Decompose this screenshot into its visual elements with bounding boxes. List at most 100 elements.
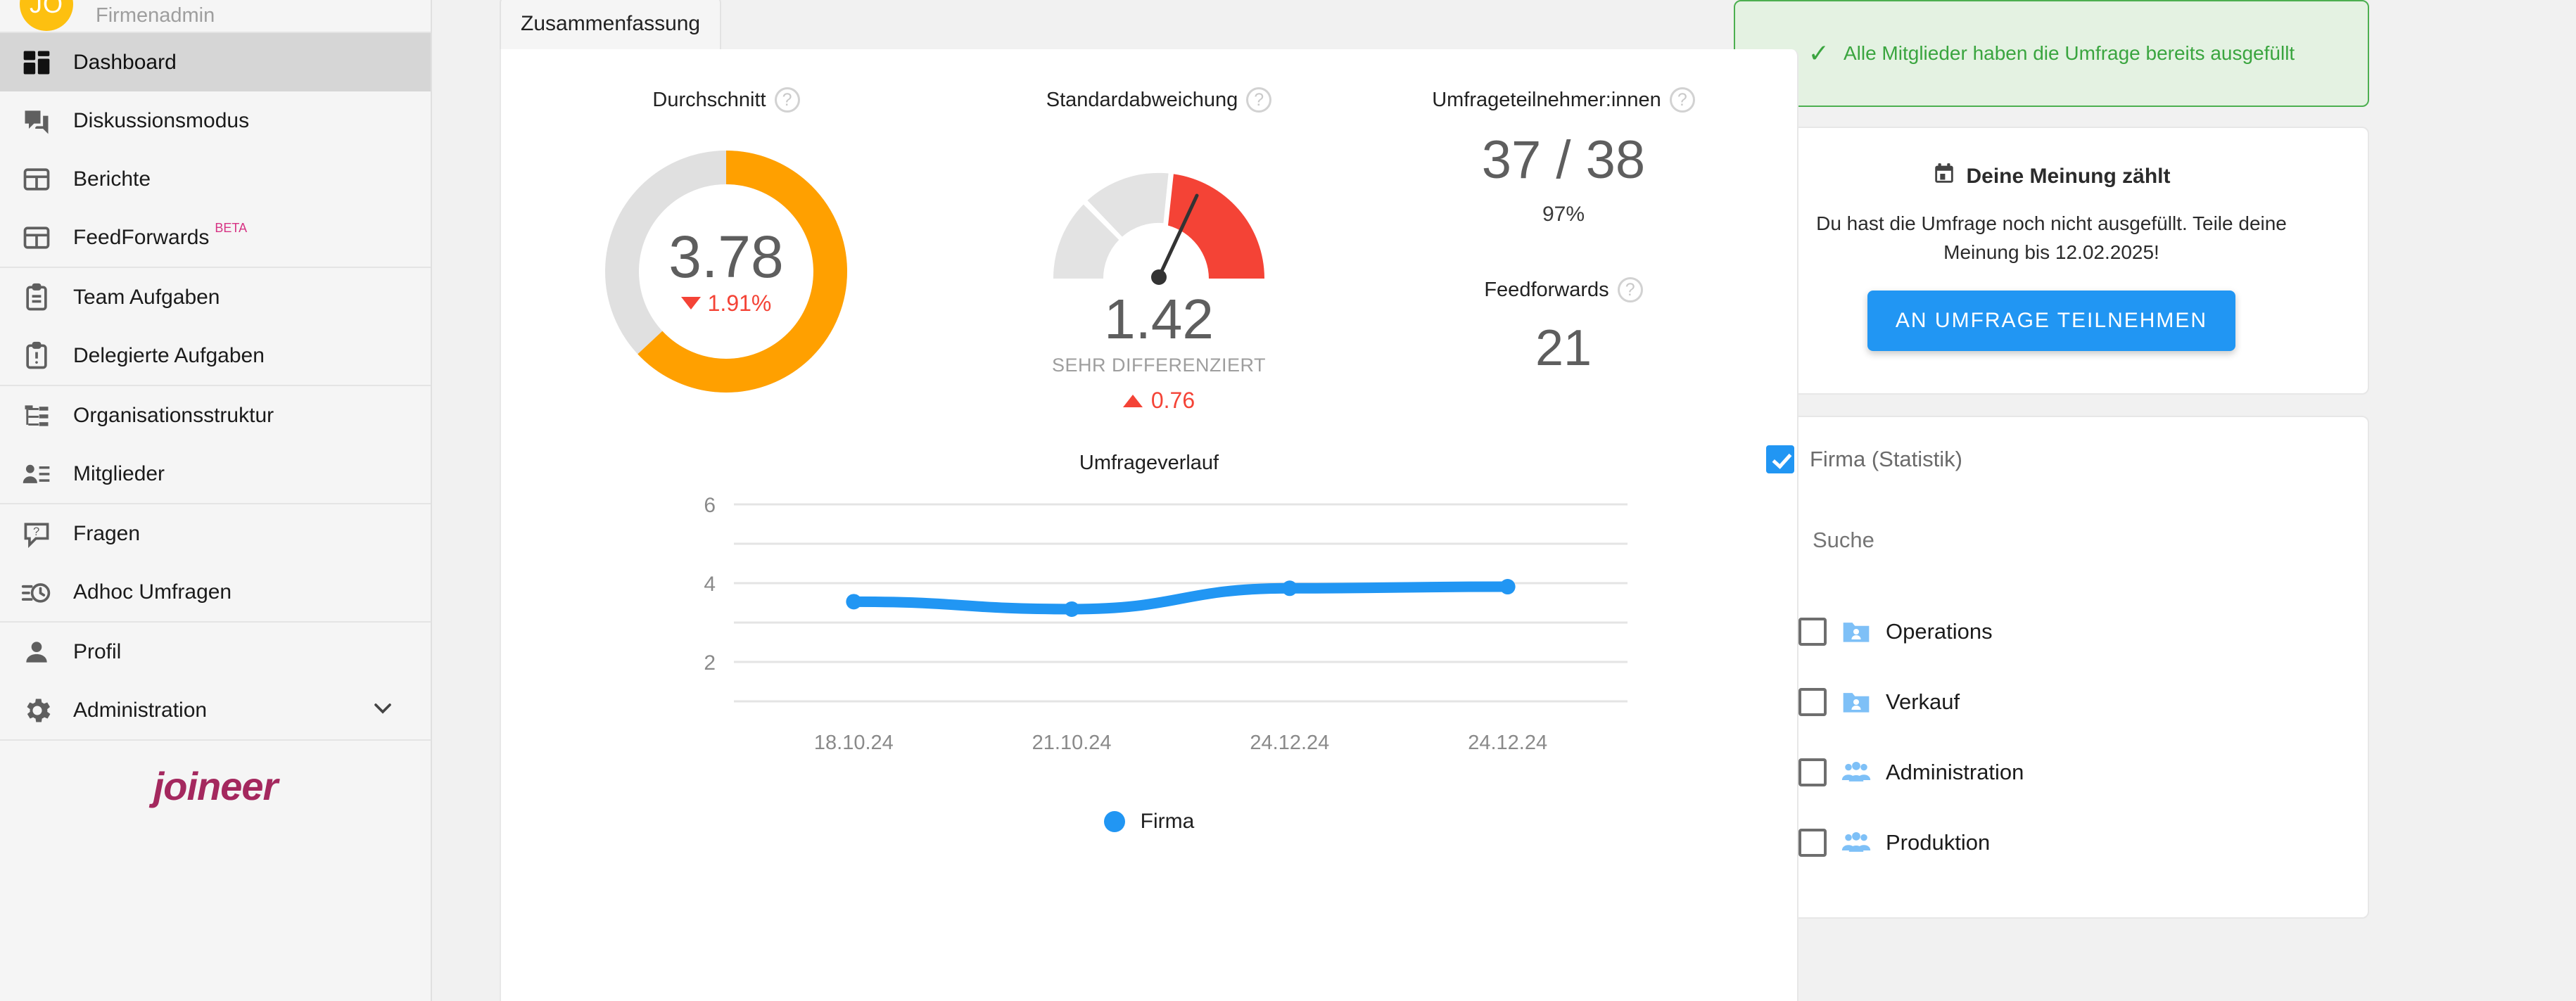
chevron-down-icon[interactable]: [369, 694, 397, 726]
dashboard-icon: [21, 47, 61, 78]
sidebar-item-label: FeedForwards: [73, 225, 210, 249]
sidebar-item-team-aufgaben[interactable]: Team Aufgaben: [0, 268, 431, 326]
nav-group-tasks: Team Aufgaben Delegierte Aufgaben: [0, 268, 431, 386]
sidebar-item-label: Berichte: [73, 167, 151, 191]
beta-badge: BETA: [215, 221, 248, 235]
stddev-subtitle: SEHR DIFFERENZIERT: [1051, 355, 1267, 376]
donut-center-label: 3.78 1.91%: [599, 145, 853, 398]
chart-legend: Firma: [501, 810, 1797, 834]
tree-checkbox[interactable]: [1798, 618, 1827, 646]
svg-text:18.10.24: 18.10.24: [814, 732, 894, 754]
svg-text:joineer: joineer: [148, 764, 281, 808]
tree-checkbox[interactable]: [1798, 758, 1827, 787]
sidebar-item-delegierte-aufgaben[interactable]: Delegierte Aufgaben: [0, 326, 431, 385]
history-clock-icon: [21, 577, 61, 608]
sidebar-item-label: Diskussionsmodus: [73, 108, 250, 132]
arrow-down-icon: [680, 297, 701, 310]
sidebar-item-label: Adhoc Umfragen: [73, 580, 232, 604]
tree-label: Verkauf: [1886, 689, 1960, 715]
svg-text:4: 4: [704, 573, 716, 596]
clipboard-list-icon: [21, 282, 61, 313]
user-role-label: Firmenadmin: [96, 4, 215, 27]
gauge-svg: [1053, 172, 1264, 285]
metric-title-row: Standardabweichung ?: [951, 87, 1366, 113]
svg-text:24.12.24: 24.12.24: [1250, 732, 1329, 754]
svg-text:21.10.24: 21.10.24: [1032, 732, 1112, 754]
nav-group-surveys: ? Fragen Adhoc Umfragen: [0, 504, 431, 623]
sidebar-item-feedforwards[interactable]: FeedForwards BETA: [0, 208, 431, 267]
metric-durchschnitt: Durchschnitt ? 3.78: [501, 87, 951, 414]
metrics-row: Durchschnitt ? 3.78: [501, 49, 1797, 414]
svg-text:2: 2: [704, 651, 716, 675]
sidebar-item-adhoc-umfragen[interactable]: Adhoc Umfragen: [0, 563, 431, 621]
participants-percent: 97%: [1542, 203, 1585, 226]
tab-strip: Zusammenfassung: [500, 0, 1734, 51]
brand-logo: joineer: [0, 760, 431, 817]
participate-survey-button[interactable]: AN UMFRAGE TEILNEHMEN: [1867, 291, 2236, 352]
person-icon: [21, 637, 61, 668]
average-delta-value: 1.91%: [707, 290, 772, 316]
main-content: Zusammenfassung Durchschnitt ?: [432, 0, 2576, 1001]
svg-text:24.12.24: 24.12.24: [1468, 732, 1547, 754]
question-bubble-icon: ?: [21, 518, 61, 549]
status-banner: ✓ Alle Mitglieder haben die Umfrage bere…: [1734, 0, 2369, 107]
average-delta: 1.91%: [680, 290, 772, 317]
sidebar-item-berichte[interactable]: Berichte: [0, 150, 431, 208]
tree-checkbox[interactable]: [1798, 829, 1827, 857]
opinion-card-text: Du hast die Umfrage noch nicht ausgefüll…: [1816, 212, 2287, 263]
nav-group-org: Organisationsstruktur Mitglieder: [0, 386, 431, 504]
company-statistics-checkbox-row[interactable]: Firma (Statistik): [1766, 445, 2337, 474]
participants-value: 37 / 38: [1481, 130, 1646, 190]
search-input[interactable]: [1813, 527, 2122, 553]
help-icon[interactable]: ?: [1669, 87, 1695, 113]
company-statistics-checkbox[interactable]: [1766, 445, 1794, 474]
sidebar-item-organisationsstruktur[interactable]: Organisationsstruktur: [0, 386, 431, 445]
chart-title: Umfrageverlauf: [1079, 452, 1219, 474]
help-icon[interactable]: ?: [774, 87, 800, 113]
sidebar: JO Firmenadmin Dashboard Diskussionsmodu…: [0, 0, 432, 1001]
tree-label: Operations: [1886, 619, 1993, 644]
tree-label: Administration: [1886, 760, 2024, 785]
avatar[interactable]: JO: [20, 0, 73, 31]
tree-row-operations[interactable]: Operations: [1766, 597, 2337, 667]
metric-title-row: Durchschnitt ?: [501, 87, 951, 113]
metric-title-row: Feedforwards ?: [1366, 277, 1760, 302]
svg-text:6: 6: [704, 494, 716, 517]
sidebar-item-label: Mitglieder: [73, 461, 165, 485]
tree-row-verkauf[interactable]: Verkauf: [1766, 667, 2337, 737]
table-icon: [21, 222, 61, 253]
tree-row-administration[interactable]: Administration: [1766, 737, 2337, 808]
tree-checkbox[interactable]: [1798, 688, 1827, 717]
sidebar-item-label: Fragen: [73, 521, 141, 545]
help-icon[interactable]: ?: [1246, 87, 1272, 113]
sidebar-item-dashboard[interactable]: Dashboard: [0, 33, 431, 91]
right-panel: ✓ Alle Mitglieder haben die Umfrage bere…: [1734, 0, 2396, 1001]
metric-participants: Umfrageteilnehmer:innen ? 37 / 38 97% Fe…: [1366, 87, 1760, 414]
sidebar-item-mitglieder[interactable]: Mitglieder: [0, 445, 431, 503]
sidebar-item-label: Organisationsstruktur: [73, 403, 274, 427]
calendar-icon: [1932, 162, 1956, 191]
opinion-card: Deine Meinung zählt Du hast die Umfrage …: [1734, 127, 2369, 395]
sidebar-item-profil[interactable]: Profil: [0, 623, 431, 681]
arrow-up-icon: [1122, 394, 1143, 407]
sidebar-user-row[interactable]: JO Firmenadmin: [0, 0, 431, 33]
sidebar-item-fragen[interactable]: ? Fragen: [0, 504, 431, 563]
group-people-icon: [1841, 827, 1872, 858]
feedforwards-value: 21: [1535, 320, 1592, 376]
check-icon: ✓: [1808, 39, 1829, 68]
tab-zusammenfassung[interactable]: Zusammenfassung: [500, 0, 722, 51]
metric-title: Durchschnitt: [652, 88, 766, 111]
help-icon[interactable]: ?: [1617, 277, 1643, 302]
opinion-card-header: Deine Meinung zählt: [1763, 162, 2340, 191]
sidebar-item-diskussionsmodus[interactable]: Diskussionsmodus: [0, 91, 431, 150]
metric-title-row: Umfrageteilnehmer:innen ?: [1366, 87, 1760, 113]
opinion-card-title: Deine Meinung zählt: [1966, 165, 2171, 188]
sidebar-item-label: Profil: [73, 639, 122, 663]
org-tree-icon: [21, 400, 61, 431]
tree-row-produktion[interactable]: Produktion: [1766, 808, 2337, 878]
stddev-value: 1.42: [1104, 288, 1214, 350]
legend-label: Firma: [1140, 810, 1195, 833]
search-row[interactable]: [1766, 523, 2337, 557]
sidebar-item-administration[interactable]: Administration: [0, 681, 431, 739]
gear-icon: [21, 694, 61, 727]
